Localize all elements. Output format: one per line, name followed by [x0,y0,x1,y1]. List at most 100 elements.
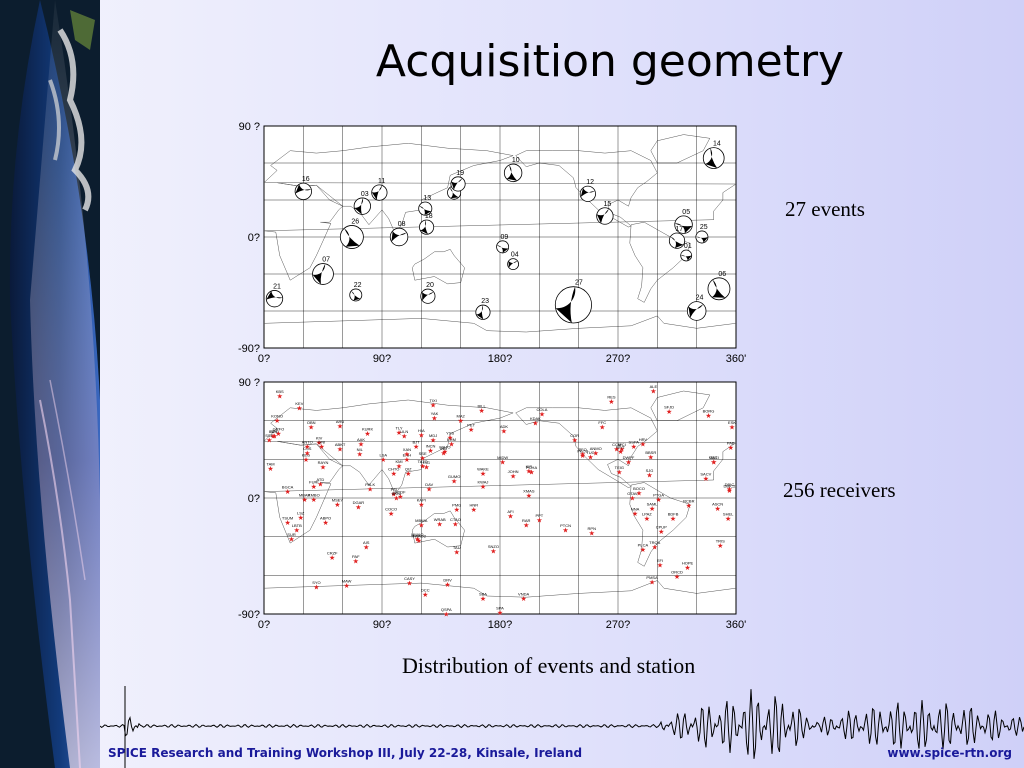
event-label: 01 [684,243,692,250]
svg-text:★: ★ [507,513,513,521]
station-code: KDAK [530,416,541,421]
station-marker: ★HIA [418,428,425,440]
event-beachball-20: 20 [420,282,436,304]
svg-text:★: ★ [616,469,622,477]
station-marker: ★PET [467,423,475,435]
station-code: TRIS [716,539,725,544]
station-code: GNI [318,439,325,444]
station-code: RAYN [318,460,329,465]
svg-text:★: ★ [587,453,593,461]
svg-text:★: ★ [539,411,545,419]
station-marker: ★DGAR [353,500,365,512]
station-marker: ★CTAO [450,517,461,529]
station-code: NWAO [411,532,423,537]
coastline-1 [263,143,515,234]
svg-text:★: ★ [648,453,654,461]
station-code: BDFB [668,512,679,517]
event-beachball-10: 10 [503,157,523,183]
station-marker: ★ABPO [320,515,331,527]
svg-text:★: ★ [420,455,426,463]
svg-text:★: ★ [579,452,585,460]
station-code: BILL [478,403,487,408]
station-code: TAM [266,461,274,466]
svg-text:★: ★ [319,443,325,451]
svg-text:★: ★ [388,510,394,518]
station-marker: ★TRIS [716,539,725,551]
station-marker: ★VNDA [518,592,529,604]
station-marker: ★GNI [318,439,325,451]
svg-text:★: ★ [636,489,642,497]
station-marker: ★WCI [618,442,626,454]
svg-text:★: ★ [649,578,655,586]
station-marker: ★DBIC2 [724,483,737,495]
svg-text:★: ★ [353,558,359,566]
svg-text:★: ★ [629,495,635,503]
svg-text:★: ★ [396,429,402,437]
station-marker: ★YAK [431,411,439,423]
station-marker: ★KMI [395,459,402,471]
station-code: KEG [302,452,310,457]
coastline-6 [263,580,737,598]
svg-text:★: ★ [358,440,364,448]
svg-text:★: ★ [337,446,343,454]
station-code: INU [440,446,447,451]
svg-text:★: ★ [275,430,281,438]
event-label: 06 [718,271,726,278]
y-tick-label: -90? [238,343,260,355]
station-code: SACV [700,472,711,477]
event-beachball-11: 11 [371,178,388,201]
station-marker: ★PMG [452,503,461,514]
station-marker: ★KURK [362,427,373,439]
footer-website[interactable]: www.spice-rtn.org [887,746,1012,760]
svg-text:★: ★ [271,433,277,441]
station-code: LSZ [297,510,305,515]
station-code: HNR [469,503,478,508]
svg-text:★: ★ [304,443,310,451]
station-marker: ★PSI [391,487,397,499]
station-code: PLCA [638,543,649,548]
station-marker: ★AIS [363,540,370,552]
station-marker: ★SJG [646,468,654,480]
svg-text:★: ★ [728,444,734,452]
station-code: NNA [631,506,640,511]
svg-text:★: ★ [423,464,429,472]
station-code: TBT [710,455,718,460]
station-code: DBIC2 [724,483,737,488]
station-marker: ★KIP [526,464,533,476]
station-code: BKNI [392,491,401,496]
station-code: RAR [522,518,531,523]
station-code: MSEY [332,497,344,502]
station-marker: ★HNR [469,503,478,514]
station-code: COLA [537,407,548,412]
station-marker: ★LSZ [297,510,305,522]
station-code: GUMO [448,474,460,479]
event-beachball-04: 04 [507,252,520,271]
station-marker: ★SAML [647,501,659,513]
svg-text:★: ★ [593,449,599,457]
station-marker: ★ALE [650,384,658,396]
event-label: 17 [675,226,683,233]
svg-text:★: ★ [497,609,503,617]
events-map: 0102030405060708091011121314151617181921… [238,121,746,365]
station-marker: ★DBIC [725,482,735,494]
station-marker: ★POHA [526,465,538,477]
station-code: SSB [265,433,273,438]
station-code: KMBO [308,492,320,497]
station-code: PPT [535,513,543,518]
station-marker: ★OBN [307,420,316,432]
svg-text:★: ★ [401,433,407,441]
station-code: COCO [385,506,397,511]
station-code: PSI [391,487,397,492]
station-marker: ★ISG [423,460,430,472]
station-marker: ★LBTB [292,523,302,535]
svg-text:★: ★ [437,520,443,528]
station-code: BFO [270,429,278,434]
event-label: 25 [700,224,708,231]
svg-text:★: ★ [666,408,672,416]
event-label: 15 [603,201,611,208]
station-marker: ★SSB [265,433,273,445]
svg-text:★: ★ [442,448,448,456]
station-code: BBSR [645,450,656,455]
svg-text:★: ★ [490,547,496,555]
event-label: 07 [322,257,330,264]
